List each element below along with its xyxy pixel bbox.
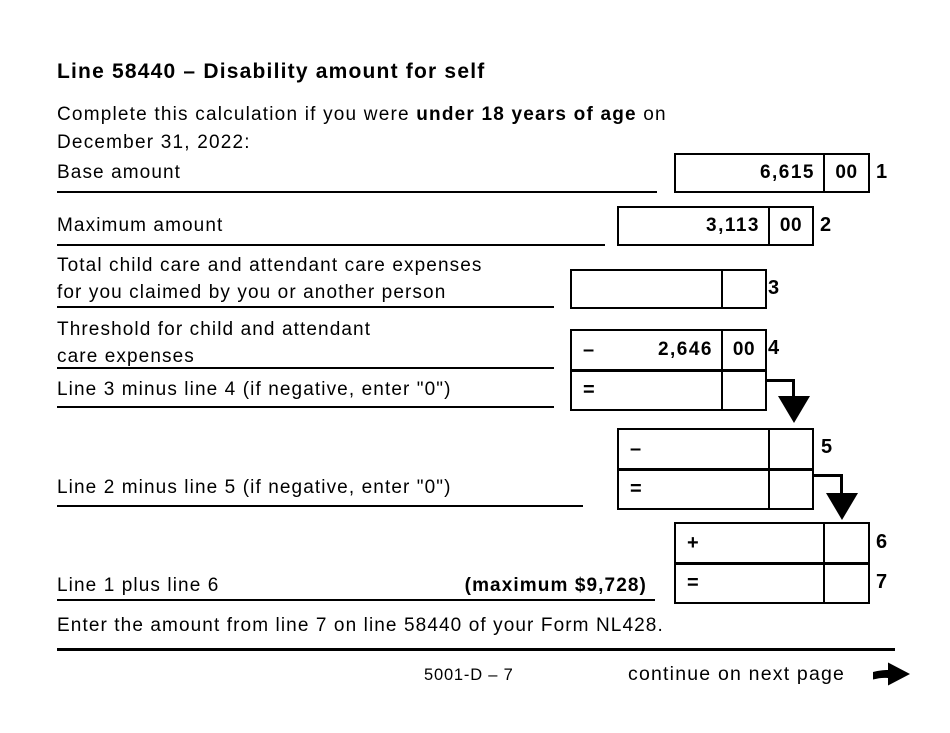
amount-box-group-line6-7: + = xyxy=(674,522,870,604)
line-number-6: 6 xyxy=(876,531,888,553)
label-underline xyxy=(57,406,554,408)
amount-box-group-line5: – = xyxy=(617,428,814,510)
amount-field-line5-dollars[interactable]: – xyxy=(619,430,768,468)
line-number-4: 4 xyxy=(768,337,780,359)
section-title: Line 58440 – Disability amount for self xyxy=(57,60,486,83)
amount-value-line4: 2,646 xyxy=(657,339,713,360)
intro-text-bold: under 18 years of age xyxy=(416,104,637,125)
amount-cell-cents-line4: 00 xyxy=(721,331,765,369)
amount-cell-dollars-line1: 6,615 xyxy=(676,155,823,191)
label-threshold-line1: Threshold for child and attendant xyxy=(57,319,372,340)
amount-field-line3-dollars[interactable] xyxy=(572,271,721,307)
intro-text-post: on xyxy=(636,104,667,125)
line-number-5: 5 xyxy=(821,436,833,458)
label-base-amount: Base amount xyxy=(57,162,182,183)
label-childcare-line1: Total child care and attendant care expe… xyxy=(57,255,483,276)
flow-down-arrow-icon xyxy=(826,493,858,520)
amount-field-line5-cents[interactable] xyxy=(768,430,812,468)
label-underline xyxy=(57,191,657,193)
equals-operator: = xyxy=(583,379,595,401)
plus-operator: + xyxy=(687,531,699,554)
amount-cell-dollars-line2: 3,113 xyxy=(619,208,768,244)
amount-value-line2: 3,113 xyxy=(706,215,760,236)
amount-field-line7-dollars[interactable]: = xyxy=(676,565,823,602)
equals-operator: = xyxy=(687,572,699,594)
amount-field-result2-cents[interactable] xyxy=(768,471,812,508)
amount-field-line6-dollars[interactable]: + xyxy=(676,524,823,562)
footer-rule xyxy=(57,648,895,651)
amount-box-line7: = xyxy=(676,562,868,602)
label-line1-plus-line6-row: Line 1 plus line 6 (maximum $9,728) xyxy=(57,572,647,599)
intro-paragraph: Complete this calculation if you were un… xyxy=(57,101,857,157)
maximum-note: (maximum $9,728) xyxy=(464,575,647,596)
amount-field-result1-dollars[interactable]: = xyxy=(572,372,721,409)
amount-cell-dollars-line4: – 2,646 xyxy=(572,331,721,369)
label-line1-plus-line6: Line 1 plus line 6 xyxy=(57,575,220,596)
label-underline xyxy=(57,306,554,308)
label-underline xyxy=(57,505,583,507)
amount-field-line3-cents[interactable] xyxy=(721,271,765,307)
line-number-1: 1 xyxy=(876,161,888,183)
label-underline xyxy=(57,367,554,369)
amount-box-group-line4: – 2,646 00 = xyxy=(570,329,767,411)
equals-operator: = xyxy=(630,478,642,500)
flow-connector xyxy=(766,379,795,382)
label-underline xyxy=(57,244,605,246)
label-line3-minus-line4: Line 3 minus line 4 (if negative, enter … xyxy=(57,379,452,400)
label-threshold-line2: care expenses xyxy=(57,346,195,367)
amount-box-line3-minus-line4: = xyxy=(572,369,765,409)
closing-instruction: Enter the amount from line 7 on line 584… xyxy=(57,615,664,636)
amount-cell-cents-line2: 00 xyxy=(768,208,812,244)
amount-cell-cents-line1: 00 xyxy=(823,155,868,191)
amount-box-line6: + xyxy=(676,524,868,562)
line-number-3: 3 xyxy=(768,277,780,299)
amount-field-line7-cents[interactable] xyxy=(823,565,868,602)
amount-box-line3 xyxy=(570,269,767,309)
amount-value-line1: 6,615 xyxy=(759,162,815,183)
amount-box-line5: – xyxy=(619,430,812,468)
label-underline xyxy=(57,599,655,601)
amount-box-line1: 6,615 00 xyxy=(674,153,870,193)
label-threshold: Threshold for child and attendant care ex… xyxy=(57,316,371,370)
intro-text-pre: Complete this calculation if you were xyxy=(57,104,417,125)
minus-operator: – xyxy=(630,437,642,460)
flow-connector xyxy=(792,379,795,398)
amount-field-line6-cents[interactable] xyxy=(823,524,868,562)
amount-box-line4: – 2,646 00 xyxy=(572,331,765,369)
form-code: 5001-D – 7 xyxy=(424,666,514,684)
amount-box-line2: 3,113 00 xyxy=(617,206,814,246)
flow-down-arrow-icon xyxy=(778,396,810,423)
flow-connector xyxy=(840,474,843,495)
line-number-7: 7 xyxy=(876,571,888,593)
flow-connector xyxy=(813,474,843,477)
label-line2-minus-line5: Line 2 minus line 5 (if negative, enter … xyxy=(57,477,452,498)
intro-text-line2: December 31, 2022: xyxy=(57,132,251,153)
continue-next-page-text: continue on next page xyxy=(628,663,846,685)
amount-box-line2-minus-line5: = xyxy=(619,468,812,508)
line-number-2: 2 xyxy=(820,214,832,236)
amount-field-result2-dollars[interactable]: = xyxy=(619,471,768,508)
label-maximum-amount: Maximum amount xyxy=(57,215,224,236)
label-childcare-expenses: Total child care and attendant care expe… xyxy=(57,252,482,306)
continue-arrow-icon xyxy=(872,661,912,692)
amount-field-result1-cents[interactable] xyxy=(721,372,765,409)
minus-operator: – xyxy=(583,338,595,361)
label-childcare-line2: for you claimed by you or another person xyxy=(57,282,447,303)
